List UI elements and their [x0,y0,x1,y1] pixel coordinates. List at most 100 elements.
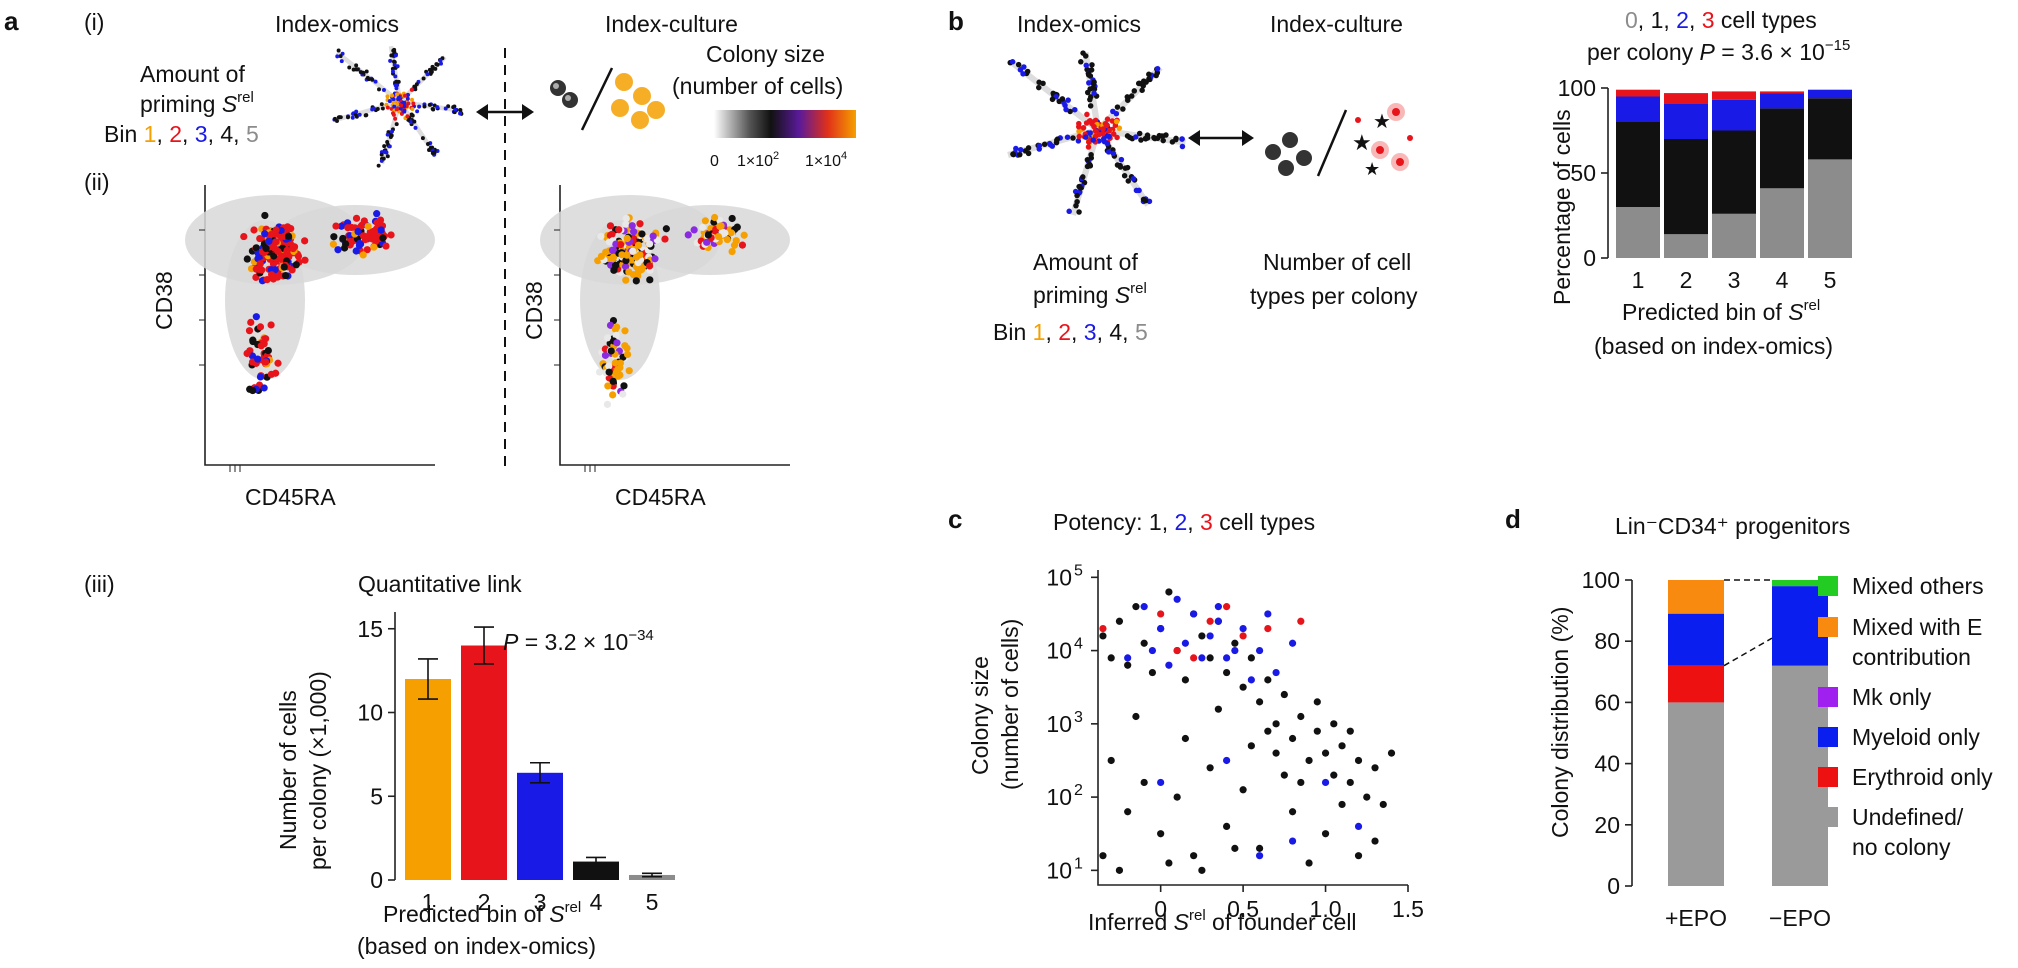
facs-dot [723,235,731,244]
c-point [1288,734,1297,743]
star-core-dot [1113,118,1120,125]
facs-dot [728,247,736,256]
b-bar-segment [1664,234,1708,258]
star-dot [350,115,355,120]
facs-dot [661,235,669,243]
d-legend-swatch [1818,687,1838,707]
star-core-dot [1104,116,1111,122]
star-dot [381,87,386,92]
star-dot [383,149,387,154]
facs-dot [613,339,621,347]
facs-dot [362,233,370,241]
star-dot [395,64,400,69]
facs-dot [283,223,292,231]
c-point [1255,852,1264,860]
star-dot [1010,151,1017,158]
c-point [1288,837,1297,845]
c-x-tick-label: 0.5 [1227,896,1259,922]
star-dot [393,53,398,58]
b-number-line2: types per colony [1250,283,1418,309]
c-point [1148,668,1157,677]
star-core-dot [392,104,397,109]
b-y-tick-label: 100 [1558,75,1596,101]
star-dot [1046,140,1053,147]
c-title: Potency: 1, 2, 3 cell types [1053,509,1315,535]
star-dot [1089,62,1095,68]
star-core-dot [402,104,407,109]
star-core-dot [1106,127,1112,134]
c-point [1140,639,1148,647]
star-core-dot [1085,144,1092,150]
star-core-dot [1084,111,1090,118]
star-dot [1124,94,1131,100]
facs-dot [289,244,297,253]
facs-dot [603,400,612,408]
star-dot [1136,187,1142,194]
c-point [1346,727,1354,735]
facs-dot [243,349,251,358]
star-dot [382,144,387,149]
d-bar-segment [1668,580,1724,614]
star-dot [1135,80,1142,87]
star-core-dot [394,86,399,91]
facs-dot [623,350,632,359]
star-core-dot [402,109,407,114]
d-bar-segment [1772,580,1828,587]
b-bar-segment [1808,89,1852,99]
facs-dot [630,228,638,236]
facs-dot [733,223,741,231]
svg-text:★: ★ [1373,111,1391,133]
star-dot [357,112,362,117]
c-point [1313,698,1321,706]
b-bar-segment [1616,89,1660,97]
star-dot [1142,197,1149,204]
star-core-dot [415,109,420,114]
star-dot [427,102,432,107]
a-xlabel-right: CD45RA [615,484,706,510]
d-legend-label: Mk only [1852,684,1932,710]
facs-dot [612,331,620,339]
star-dot [1173,136,1179,143]
c-point [1140,603,1148,611]
facs-dot [379,234,387,242]
star-core-dot [402,93,407,98]
facs-dot [370,243,378,251]
facs-dot [662,225,670,233]
c-point [1239,632,1247,640]
c-y-tick-exp: 1 [1074,855,1083,872]
star-dot [409,112,414,117]
facs-dot [623,234,631,243]
star-core-dot [391,97,396,102]
star-core-dot [395,102,400,107]
d-y-tick-label: 100 [1582,567,1620,593]
facs-dot [638,230,646,238]
star-dot [422,104,427,109]
a-iii-y-tick-label: 0 [370,867,383,893]
star-core-dot [1110,131,1117,137]
star-dot [389,53,394,58]
d-legend-swatch [1818,727,1838,747]
b-bar-segment [1664,103,1708,139]
facs-dot [619,390,627,398]
star-dot [1077,185,1084,191]
c-point [1239,625,1247,633]
facs-dot [387,231,395,239]
star-dot [1020,71,1026,77]
star-dot [1059,96,1066,102]
svg-text:★: ★ [1352,130,1372,155]
star-core-dot [1076,133,1083,140]
star-dot [1017,151,1023,158]
facs-dot [258,266,266,274]
star-dot [1091,90,1097,96]
facs-dot [607,347,615,355]
a-iii-bar [629,874,675,880]
culture-colony-icon [550,67,665,131]
c-point [1354,756,1363,765]
c-y-tick-exp: 3 [1074,709,1083,726]
facs-dot [622,214,630,223]
facs-axis [204,185,435,466]
facs-dot [632,253,641,261]
panel-label-b: b [948,6,964,36]
